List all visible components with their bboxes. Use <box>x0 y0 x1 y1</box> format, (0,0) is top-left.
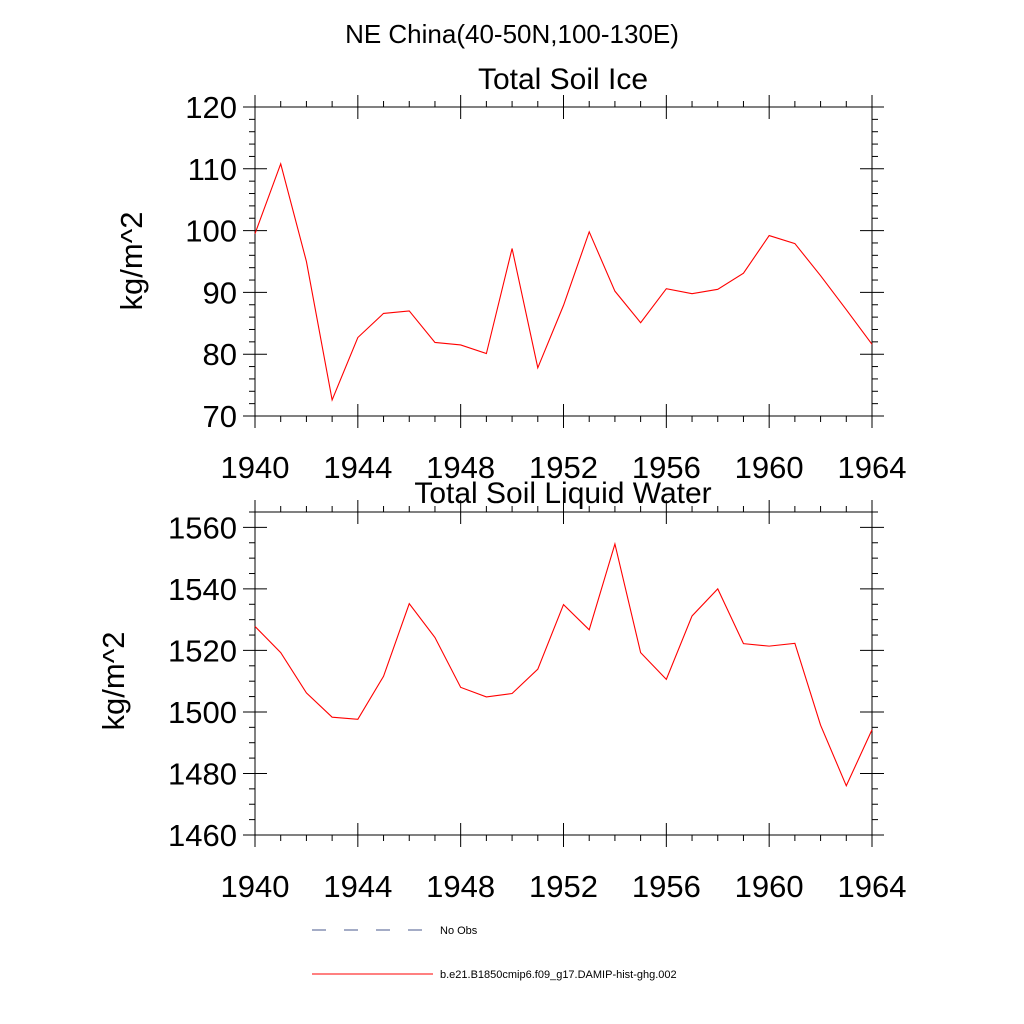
legend-obs-label: No Obs <box>440 925 478 937</box>
y-tick-label: 70 <box>203 399 237 434</box>
tick-labels-soil-ice: 70 80 90 100 110 120 1940 1944 1948 1952 1956 1960 1… <box>185 90 906 485</box>
y-tick-label: 120 <box>185 90 237 125</box>
x-tick-label: 1940 <box>221 869 290 904</box>
x-tick-label: 1944 <box>323 869 392 904</box>
x-tick-label: 1956 <box>632 869 701 904</box>
plot-frame-soil-ice <box>254 106 873 417</box>
y-axis-label-soil-liquid-water: kg/m^2 <box>96 632 131 731</box>
y-tick-label: 1560 <box>168 510 237 545</box>
legend: No Obs b.e21.B1850cmip6.f09_g17.DAMIP-hi… <box>312 925 677 981</box>
plot-frame-soil-liquid-water <box>254 511 873 836</box>
x-tick-label: 1960 <box>735 450 804 485</box>
x-tick-label: 1960 <box>735 869 804 904</box>
x-tick-label: 1948 <box>426 869 495 904</box>
x-tick-label: 1964 <box>838 869 907 904</box>
legend-model-label: b.e21.B1850cmip6.f09_g17.DAMIP-hist-ghg.… <box>440 969 677 981</box>
panel-total-soil-ice: Total Soil Ice kg/m^2 70 80 90 100 110 120 194… <box>114 63 906 485</box>
y-tick-label: 110 <box>188 152 237 187</box>
x-tick-label: 1944 <box>323 450 392 485</box>
series-line-soil-ice <box>254 162 873 402</box>
x-tick-label: 1952 <box>529 450 598 485</box>
y-axis-label-soil-ice: kg/m^2 <box>114 212 149 311</box>
figure-suptitle: NE China(40-50N,100-130E) <box>345 19 679 49</box>
x-tick-label: 1956 <box>632 450 701 485</box>
x-tick-label: 1964 <box>838 450 907 485</box>
y-tick-label: 90 <box>203 275 237 310</box>
y-tick-label: 1540 <box>168 572 237 607</box>
series-line-soil-liquid-water <box>254 541 873 788</box>
tick-labels-soil-liquid-water: 1460 1480 1500 1520 1540 1560 1940 1944 1948 1952… <box>168 510 906 904</box>
x-tick-label: 1940 <box>221 450 290 485</box>
y-tick-label: 1480 <box>168 756 237 791</box>
y-tick-label: 100 <box>185 214 237 249</box>
y-tick-label: 1460 <box>168 818 237 853</box>
y-tick-label: 80 <box>203 337 237 372</box>
panel-title-soil-ice: Total Soil Ice <box>478 63 648 96</box>
axis-ticks-soil-ice <box>243 95 884 428</box>
x-tick-label: 1952 <box>529 869 598 904</box>
y-tick-label: 1500 <box>168 695 237 730</box>
y-tick-label: 1520 <box>168 633 237 668</box>
x-tick-label: 1948 <box>426 450 495 485</box>
axis-ticks-soil-liquid-water <box>243 500 884 847</box>
panel-total-soil-liquid-water: Total Soil Liquid Water kg/m^2 146014801… <box>96 477 906 904</box>
